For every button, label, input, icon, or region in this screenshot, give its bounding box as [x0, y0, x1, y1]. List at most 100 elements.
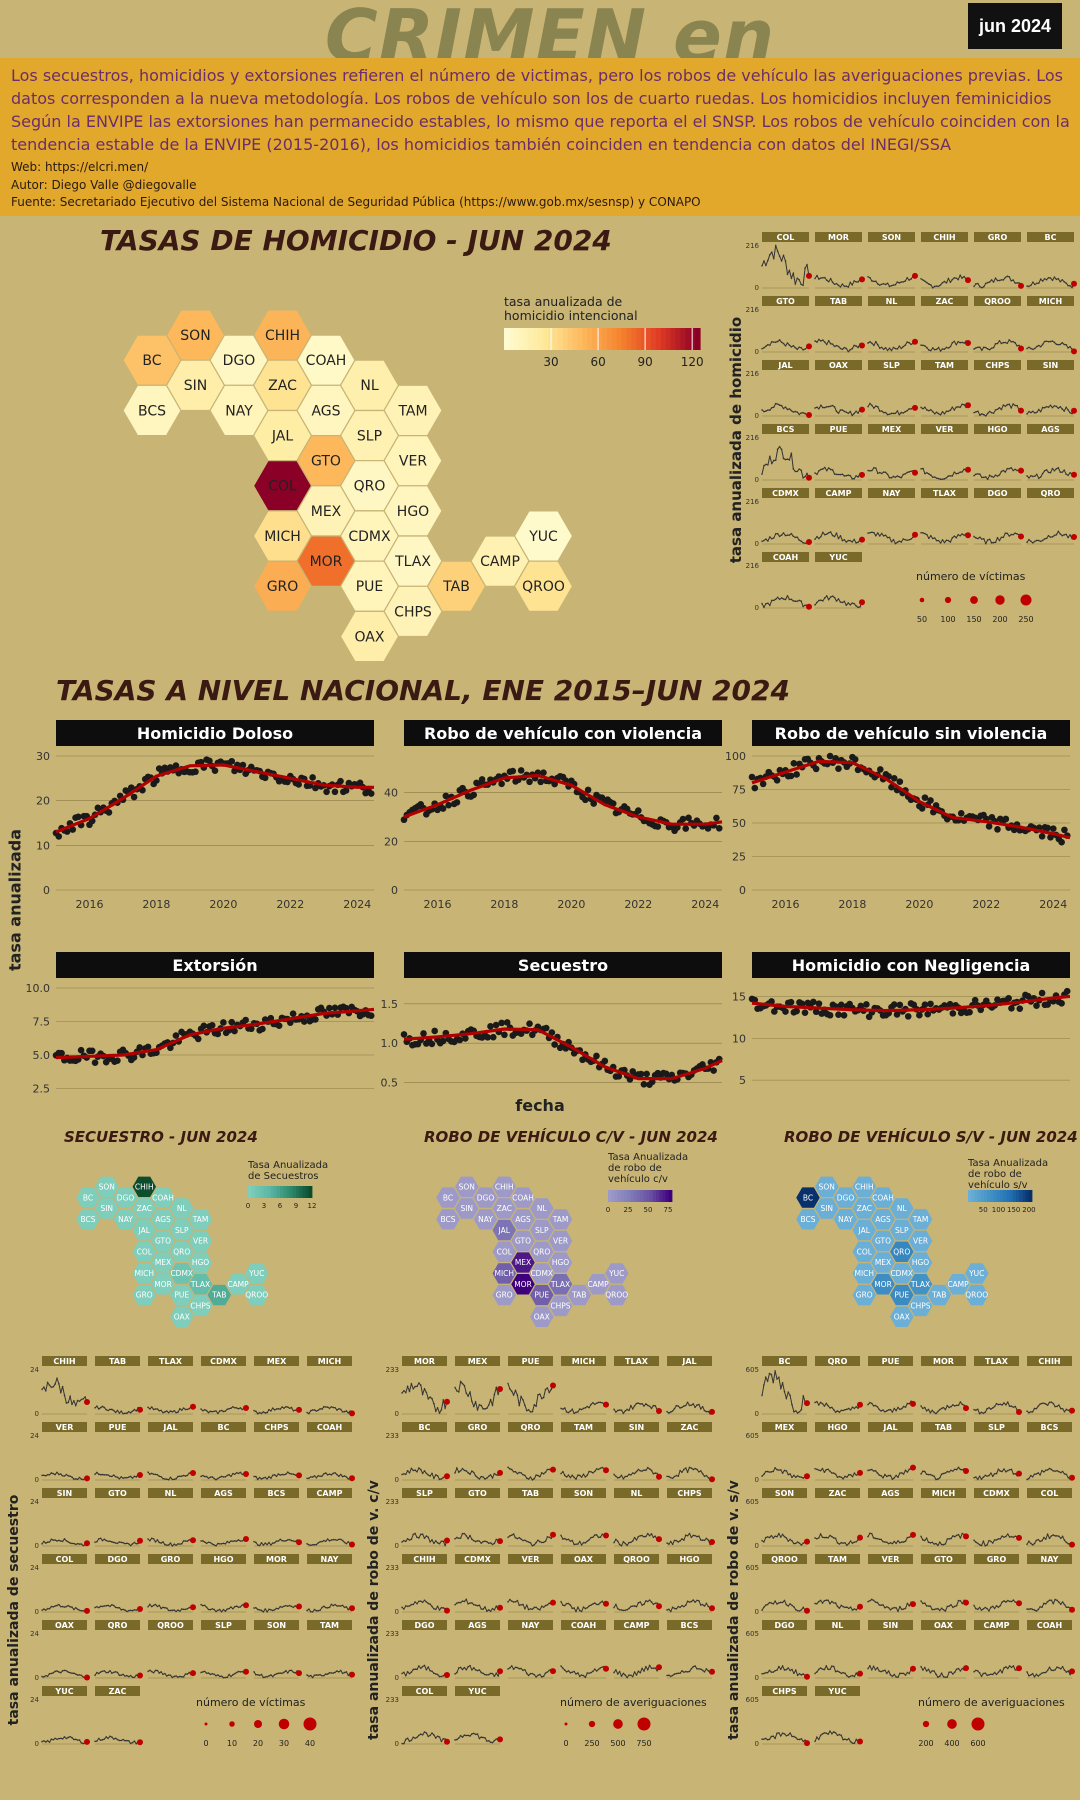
- mini-panel-col: COL 233 0: [386, 1686, 450, 1748]
- size-legend-label: 0: [563, 1739, 568, 1748]
- national-point: [498, 780, 505, 788]
- mini-panel-ags: AGS: [200, 1488, 249, 1547]
- svg-text:ZAC: ZAC: [829, 1489, 847, 1498]
- svg-text:605: 605: [746, 1432, 759, 1440]
- national-point: [247, 1025, 255, 1033]
- national-xtick: 2024: [343, 898, 371, 911]
- svg-text:TAM: TAM: [574, 1423, 593, 1432]
- svg-text:233: 233: [386, 1564, 399, 1572]
- national-xtick: 2018: [490, 898, 518, 911]
- svg-text:MEX: MEX: [515, 1258, 531, 1267]
- svg-text:GRO: GRO: [468, 1423, 488, 1432]
- svg-text:HGO: HGO: [827, 1423, 847, 1432]
- svg-text:YUC: YUC: [608, 1269, 624, 1278]
- mini-panel-tlax: TLAX: [147, 1356, 196, 1415]
- svg-text:MOR: MOR: [933, 1357, 954, 1366]
- svg-text:DGO: DGO: [987, 489, 1007, 498]
- robo-sv-small-ylabel: tasa anualizada de robo de v. s/v: [726, 1480, 742, 1740]
- size-legend-dot: [229, 1721, 235, 1727]
- national-ytick: 75: [732, 784, 746, 797]
- national-xtick: 2022: [276, 898, 304, 911]
- svg-text:CHIH: CHIH: [53, 1357, 75, 1366]
- svg-text:MICH: MICH: [494, 1269, 514, 1278]
- svg-text:TLAX: TLAX: [933, 489, 957, 498]
- svg-text:OAX: OAX: [894, 1312, 910, 1321]
- mini-panel-mich: MICH: [560, 1356, 609, 1415]
- hex-qroo: QROO: [963, 1283, 990, 1307]
- homicide-small-multiples: COL 216 0 MOR SON CHIH GRO BC GTO 216 0 TAB NL ZAC QRO…: [746, 232, 1077, 612]
- svg-text:JAL: JAL: [498, 1226, 511, 1235]
- hex-camp: CAMP: [470, 535, 530, 587]
- svg-text:233: 233: [386, 1630, 399, 1638]
- mini-panel-yuc: YUC 24 0: [30, 1686, 90, 1748]
- mini-panel-zac: ZAC: [814, 1488, 863, 1547]
- size-legend-dot: [922, 1720, 930, 1728]
- national-point: [713, 814, 720, 822]
- svg-text:MOR: MOR: [154, 1280, 172, 1289]
- svg-text:QROO: QROO: [965, 1291, 988, 1300]
- svg-text:MICH: MICH: [1039, 297, 1063, 306]
- svg-text:MEX: MEX: [775, 1423, 795, 1432]
- svg-text:SLP: SLP: [357, 428, 382, 444]
- svg-text:CAMP: CAMP: [826, 489, 852, 498]
- homicide-map-title: TASAS DE HOMICIDIO - JUN 2024: [100, 224, 612, 257]
- national-point: [810, 998, 817, 1006]
- national-point: [295, 781, 302, 788]
- svg-text:DGO: DGO: [414, 1621, 434, 1630]
- svg-text:GTO: GTO: [515, 1237, 531, 1246]
- size-legend-label: 600: [970, 1739, 985, 1748]
- svg-text:TAB: TAB: [931, 1291, 946, 1300]
- national-point: [927, 797, 934, 804]
- national-point: [192, 768, 199, 776]
- author: Autor: Diego Valle @diegovalle: [11, 178, 197, 192]
- svg-text:AGS: AGS: [214, 1489, 233, 1498]
- hex-sin: SIN: [165, 359, 226, 412]
- svg-text:QRO: QRO: [354, 479, 386, 495]
- homicide-legend-tick: 60: [590, 355, 605, 369]
- mini-panel-nl: NL: [867, 296, 918, 353]
- national-point: [985, 823, 993, 830]
- info-box: Los secuestros, homicidios y extorsiones…: [0, 58, 1080, 216]
- national-point: [197, 758, 205, 766]
- mini-panel-qro: QRO: [94, 1620, 143, 1679]
- mini-panel-pue: PUE: [507, 1356, 556, 1415]
- national-point: [323, 788, 330, 796]
- mini-panel-ver: VER 24 0: [30, 1422, 90, 1484]
- national-point: [208, 1021, 216, 1029]
- national-trend-line: [403, 773, 723, 826]
- mini-panel-jal: JAL 216 0: [746, 360, 812, 420]
- national-trend-line: [55, 763, 374, 834]
- national-point: [793, 771, 800, 778]
- homicide-ylabel-wrap: tasa anualizada de homicidio: [722, 317, 750, 564]
- svg-text:JAL: JAL: [681, 1357, 696, 1366]
- mini-panel-nl: NL: [613, 1488, 662, 1547]
- svg-text:BCS: BCS: [800, 1215, 815, 1224]
- homicide-small-ylabel: tasa anualizada de homicidio: [727, 316, 745, 564]
- svg-text:605: 605: [746, 1564, 759, 1572]
- web-link[interactable]: Web: https://elcri.men/: [11, 160, 149, 174]
- svg-text:SIN: SIN: [1043, 361, 1058, 370]
- national-point: [489, 1033, 497, 1041]
- national-point: [798, 1000, 806, 1008]
- size-legend-label: 250: [584, 1739, 599, 1748]
- national-point: [896, 778, 904, 785]
- svg-text:OAX: OAX: [534, 1312, 550, 1321]
- mini-panel-coah: COAH 216 0: [746, 552, 812, 612]
- svg-text:SLP: SLP: [535, 1226, 549, 1235]
- national-point: [114, 1057, 121, 1064]
- hex-gro: GRO: [252, 560, 313, 612]
- svg-text:SIN: SIN: [184, 378, 208, 394]
- mini-panel-nl: NL: [814, 1620, 863, 1679]
- national-point: [261, 774, 269, 782]
- svg-text:JAL: JAL: [271, 428, 293, 444]
- national-panel-title: Extorsión: [172, 956, 257, 975]
- national-point: [584, 786, 592, 794]
- svg-text:SON: SON: [99, 1182, 115, 1191]
- national-point: [428, 1040, 436, 1048]
- robo-sv-legend: 50 100 150 200: [968, 1190, 1036, 1214]
- mini-panel-mex: MEX 605 0: [746, 1422, 810, 1484]
- svg-text:CHPS: CHPS: [264, 1423, 288, 1432]
- national-point: [590, 800, 597, 807]
- svg-text:NL: NL: [631, 1489, 643, 1498]
- national-panel-4: Extorsión0.02.55.07.510.0201620182020202…: [26, 952, 375, 1096]
